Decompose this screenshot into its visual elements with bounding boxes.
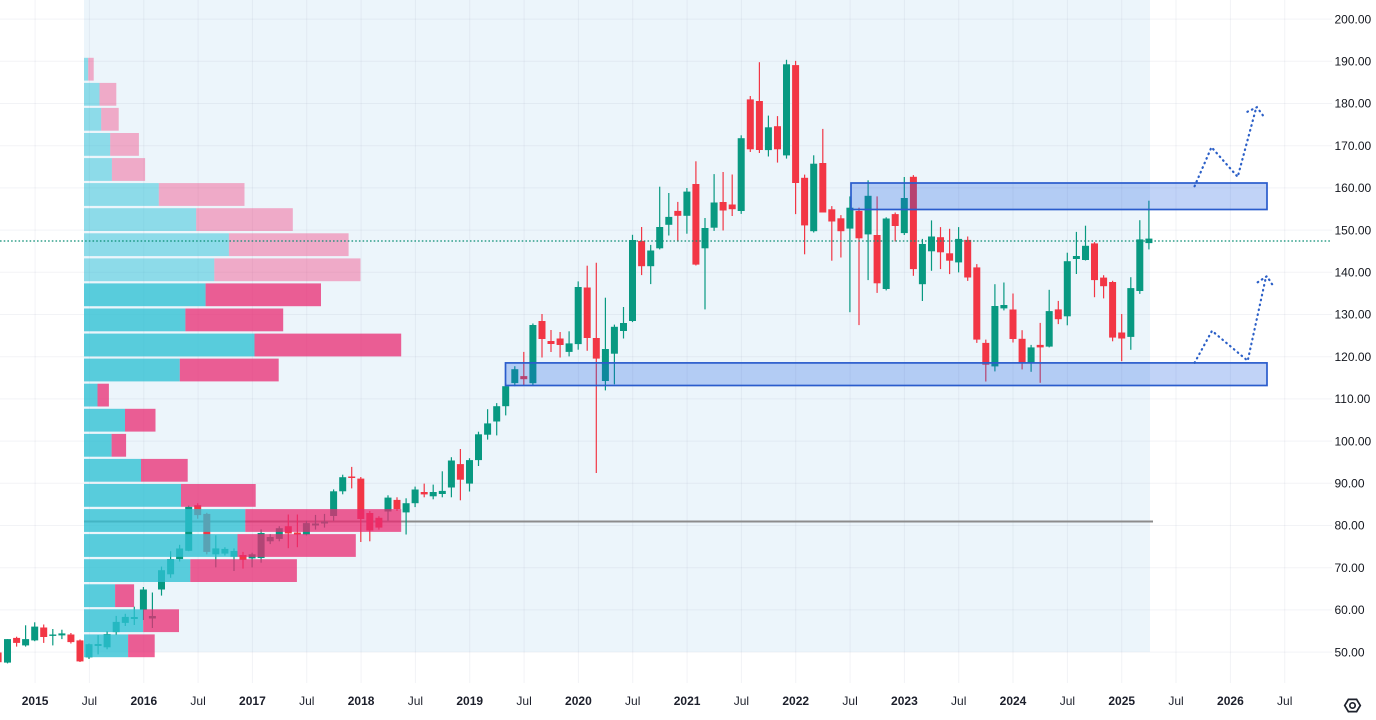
svg-text:Jul: Jul <box>408 694 423 708</box>
svg-text:Jul: Jul <box>1277 694 1292 708</box>
svg-text:2015: 2015 <box>22 694 49 708</box>
svg-text:90.00: 90.00 <box>1335 477 1365 491</box>
svg-text:80.00: 80.00 <box>1335 519 1365 533</box>
svg-text:110.00: 110.00 <box>1335 392 1371 406</box>
svg-text:50.00: 50.00 <box>1335 645 1365 659</box>
svg-text:2019: 2019 <box>456 694 483 708</box>
svg-text:2017: 2017 <box>239 694 266 708</box>
svg-text:120.00: 120.00 <box>1335 350 1372 364</box>
svg-text:Jul: Jul <box>1060 694 1075 708</box>
svg-text:Jul: Jul <box>299 694 314 708</box>
svg-text:Jul: Jul <box>190 694 205 708</box>
svg-text:190.00: 190.00 <box>1335 55 1372 69</box>
svg-text:140.00: 140.00 <box>1335 266 1372 280</box>
svg-text:60.00: 60.00 <box>1335 603 1365 617</box>
svg-text:2016: 2016 <box>130 694 157 708</box>
svg-text:160.00: 160.00 <box>1335 181 1372 195</box>
svg-text:Jul: Jul <box>82 694 97 708</box>
svg-text:100.00: 100.00 <box>1335 434 1372 448</box>
svg-text:Jul: Jul <box>842 694 857 708</box>
svg-text:170.00: 170.00 <box>1335 139 1372 153</box>
svg-text:2024: 2024 <box>1000 694 1027 708</box>
svg-text:2018: 2018 <box>348 694 375 708</box>
svg-text:200.00: 200.00 <box>1335 12 1372 26</box>
svg-text:Jul: Jul <box>1168 694 1183 708</box>
svg-text:2022: 2022 <box>782 694 809 708</box>
svg-text:Jul: Jul <box>734 694 749 708</box>
svg-text:180.00: 180.00 <box>1335 97 1372 111</box>
svg-text:2025: 2025 <box>1108 694 1135 708</box>
svg-text:2026: 2026 <box>1217 694 1244 708</box>
svg-text:130.00: 130.00 <box>1335 308 1372 322</box>
svg-text:Jul: Jul <box>625 694 640 708</box>
svg-text:150.00: 150.00 <box>1335 223 1372 237</box>
svg-text:Jul: Jul <box>516 694 531 708</box>
svg-text:70.00: 70.00 <box>1335 561 1365 575</box>
svg-text:2021: 2021 <box>674 694 701 708</box>
svg-text:Jul: Jul <box>951 694 966 708</box>
svg-text:2020: 2020 <box>565 694 592 708</box>
svg-text:2023: 2023 <box>891 694 918 708</box>
